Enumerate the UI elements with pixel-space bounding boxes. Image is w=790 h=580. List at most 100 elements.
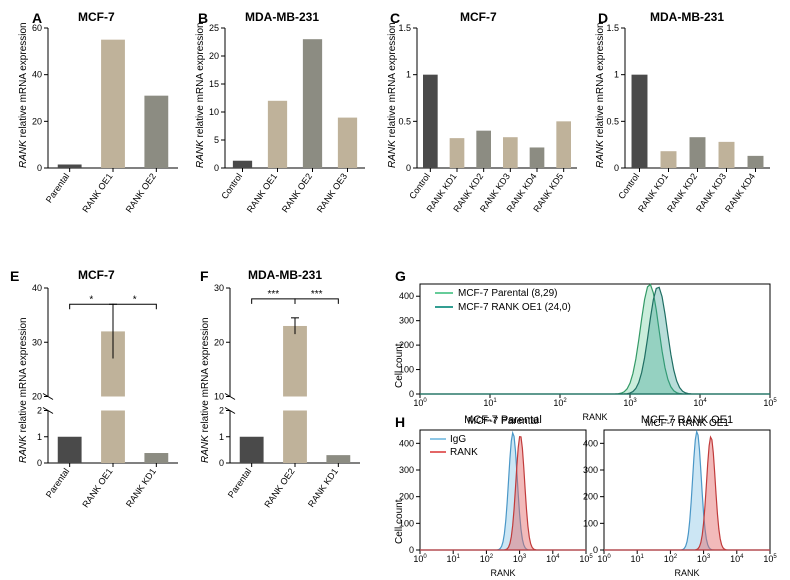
y-axis-label: RANK relative mRNA expression [195, 22, 206, 168]
svg-text:0: 0 [409, 545, 414, 555]
y-axis-label: RANK relative mRNA expression [387, 22, 398, 168]
bar [632, 75, 648, 168]
svg-text:40: 40 [32, 283, 42, 293]
bar [303, 39, 322, 168]
svg-text:20: 20 [32, 116, 42, 126]
svg-text:20: 20 [209, 51, 219, 61]
svg-text:0: 0 [219, 458, 224, 468]
svg-text:300: 300 [583, 465, 598, 475]
svg-text:***: *** [267, 289, 279, 300]
svg-text:2: 2 [219, 406, 224, 416]
svg-text:103: 103 [513, 554, 527, 564]
svg-text:25: 25 [209, 23, 219, 33]
svg-text:105: 105 [763, 398, 777, 408]
bar [144, 96, 168, 168]
svg-text:200: 200 [583, 492, 598, 502]
svg-text:400: 400 [399, 291, 414, 301]
svg-text:15: 15 [209, 79, 219, 89]
bar [503, 137, 518, 168]
svg-text:300: 300 [399, 316, 414, 326]
bar [338, 118, 357, 168]
svg-text:101: 101 [483, 398, 497, 408]
category-label: RANK OE2 [124, 171, 158, 214]
svg-text:101: 101 [631, 554, 645, 564]
panel-title: MCF-7 [460, 10, 497, 24]
bar [661, 151, 677, 168]
svg-text:*: * [89, 294, 93, 305]
svg-text:10: 10 [209, 107, 219, 117]
bar-chart: 0510152025ControlRANK OE1RANK OE2RANK OE… [225, 28, 375, 238]
svg-text:0.5: 0.5 [606, 116, 619, 126]
y-axis-label: RANK relative mRNA expression [18, 22, 29, 168]
panel-title: MDA-MB-231 [245, 10, 319, 24]
svg-text:1.5: 1.5 [606, 23, 619, 33]
flow-y-label: Cell count [394, 500, 405, 544]
svg-text:5: 5 [214, 135, 219, 145]
svg-text:10: 10 [214, 392, 224, 402]
svg-text:1: 1 [406, 70, 411, 80]
panel-title: MCF-7 [78, 10, 115, 24]
svg-text:RANK: RANK [490, 568, 515, 578]
svg-text:RANK KD1: RANK KD1 [124, 466, 158, 509]
svg-text:0: 0 [37, 163, 42, 173]
svg-text:Parental: Parental [226, 466, 253, 499]
category-label: RANK OE2 [280, 171, 314, 214]
svg-text:RANK: RANK [674, 568, 699, 578]
flow-subtitle: MCF-7 RANK OE1 [604, 414, 770, 426]
bar [690, 137, 706, 168]
flow-y-label: Cell count [394, 344, 405, 388]
svg-text:104: 104 [693, 398, 707, 408]
panel-title: MCF-7 [78, 268, 115, 282]
svg-text:20: 20 [214, 337, 224, 347]
panel-title: MDA-MB-231 [248, 268, 322, 282]
category-label: Control [616, 171, 641, 201]
bar-chart-broken: 203040012ParentalRANK OE1RANK KD1** [48, 288, 188, 533]
category-label: RANK KD4 [723, 171, 757, 214]
svg-text:100: 100 [583, 518, 598, 528]
svg-text:105: 105 [579, 554, 593, 564]
svg-text:1: 1 [37, 432, 42, 442]
y-axis-label: RANK relative mRNA expression [18, 317, 29, 463]
y-axis-label: RANK relative mRNA expression [595, 22, 606, 168]
y-axis-label: RANK relative mRNA expression [200, 317, 211, 463]
svg-text:103: 103 [697, 554, 711, 564]
svg-text:0: 0 [214, 163, 219, 173]
panel-letter: E [10, 268, 19, 284]
svg-text:103: 103 [623, 398, 637, 408]
svg-text:100: 100 [597, 554, 611, 564]
svg-text:0: 0 [593, 545, 598, 555]
svg-text:105: 105 [763, 554, 777, 564]
svg-text:IgG: IgG [450, 434, 466, 445]
bar-chart: 0204060ParentalRANK OE1RANK OE2 [48, 28, 188, 238]
svg-text:RANK KD1: RANK KD1 [306, 466, 340, 509]
bar [719, 142, 735, 168]
panel-letter: H [395, 414, 405, 430]
category-label: RANK OE3 [315, 171, 349, 214]
bar-chart: 00.511.5ControlRANK KD1RANK KD2RANK KD3R… [625, 28, 780, 238]
bar [58, 165, 82, 169]
svg-text:400: 400 [399, 438, 414, 448]
svg-text:0.5: 0.5 [398, 116, 411, 126]
svg-text:RANK OE1: RANK OE1 [80, 466, 114, 509]
svg-text:40: 40 [32, 70, 42, 80]
svg-text:102: 102 [480, 554, 494, 564]
bar-chart-broken: 102030012ParentalRANK OE2RANK KD1****** [230, 288, 370, 533]
svg-text:1: 1 [219, 432, 224, 442]
svg-text:RANK OE2: RANK OE2 [262, 466, 296, 509]
category-label: Control [407, 171, 432, 201]
svg-text:*: * [133, 294, 137, 305]
svg-text:0: 0 [409, 389, 414, 399]
svg-text:300: 300 [399, 465, 414, 475]
svg-text:101: 101 [447, 554, 461, 564]
legend-item: MCF-7 RANK OE1 (24,0) [458, 302, 571, 313]
category-label: RANK OE1 [80, 171, 114, 214]
category-label: Control [219, 171, 244, 201]
category-label: Parental [44, 171, 71, 204]
bar-chart: 00.511.5ControlRANK KD1RANK KD2RANK KD3R… [417, 28, 587, 238]
svg-text:100: 100 [413, 554, 427, 564]
bar [101, 40, 125, 168]
category-label: RANK OE1 [245, 171, 279, 214]
svg-text:1.5: 1.5 [398, 23, 411, 33]
svg-text:104: 104 [546, 554, 560, 564]
svg-text:0: 0 [406, 163, 411, 173]
